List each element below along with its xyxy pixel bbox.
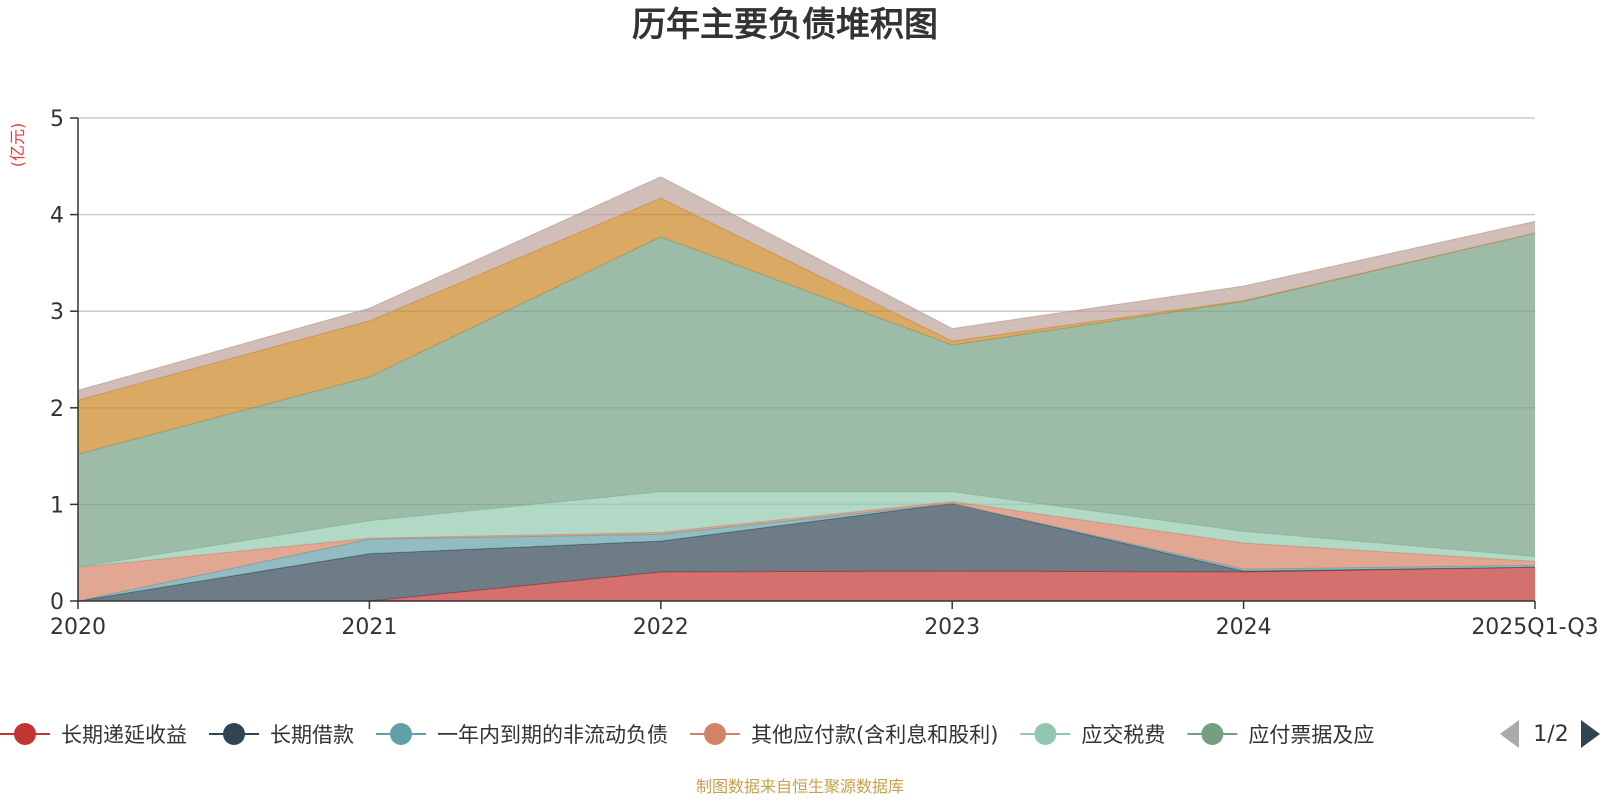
legend-item[interactable]: 其他应付款(含利息和股利) bbox=[690, 723, 998, 747]
y-tick-label: 2 bbox=[50, 397, 64, 422]
area-series bbox=[77, 176, 1536, 602]
data-source-note: 制图数据来自恒生聚源数据库 bbox=[696, 777, 904, 796]
legend-item[interactable]: 长期递延收益 bbox=[0, 723, 187, 747]
area-series-0 bbox=[78, 567, 1535, 601]
x-tick-label: 2023 bbox=[924, 615, 980, 640]
legend-marker-icon bbox=[704, 723, 726, 745]
legend-label: 长期递延收益 bbox=[61, 723, 187, 747]
x-tick-label: 2024 bbox=[1216, 615, 1272, 640]
y-axis-ticks: 0 1 2 3 4 5 bbox=[50, 107, 78, 615]
legend-label: 其他应付款(含利息和股利) bbox=[751, 723, 998, 747]
legend-item[interactable]: 一年内到期的非流动负债 bbox=[376, 723, 668, 747]
area-series-3 bbox=[78, 501, 1535, 601]
legend-next-page-icon[interactable] bbox=[1581, 720, 1600, 748]
y-tick-label: 3 bbox=[50, 300, 64, 325]
legend-label: 应交税费 bbox=[1081, 723, 1165, 747]
area-series-4 bbox=[78, 491, 1535, 568]
legend-marker-icon bbox=[14, 723, 36, 745]
legend-page-indicator: 1/2 bbox=[1533, 722, 1568, 747]
legend-prev-page-icon[interactable] bbox=[1500, 720, 1519, 748]
area-series-7 bbox=[78, 176, 1535, 401]
legend-label: 应付票据及应 bbox=[1248, 723, 1374, 747]
x-tick-label: 2025Q1-Q3 bbox=[1471, 615, 1598, 640]
legend-marker-icon bbox=[223, 723, 245, 745]
legend-item[interactable]: 应付票据及应 bbox=[1187, 723, 1374, 747]
area-series-5 bbox=[78, 233, 1535, 568]
legend-marker-icon bbox=[390, 723, 412, 745]
x-axis-ticks: 2020 2021 2022 2023 2024 2025Q1-Q3 bbox=[50, 601, 1599, 640]
y-tick-label: 0 bbox=[50, 590, 64, 615]
legend: 长期递延收益 长期借款 一年内到期的非流动负债 其他应付款(含利息和股利) 应交税费 应付… bbox=[0, 723, 1374, 747]
area-series-2 bbox=[78, 503, 1535, 601]
legend-label: 长期借款 bbox=[270, 723, 354, 747]
legend-item[interactable]: 长期借款 bbox=[209, 723, 354, 747]
legend-marker-icon bbox=[1034, 723, 1057, 745]
line-series-7 bbox=[77, 176, 1536, 391]
x-tick-label: 2020 bbox=[50, 615, 106, 640]
legend-marker-icon bbox=[1201, 723, 1224, 745]
axes bbox=[77, 118, 1535, 602]
x-tick-label: 2021 bbox=[341, 615, 397, 640]
legend-pager: 1/2 bbox=[1500, 720, 1600, 748]
y-tick-label: 5 bbox=[50, 107, 64, 132]
y-tick-label: 4 bbox=[50, 204, 64, 229]
area-series-1 bbox=[78, 503, 1535, 601]
area-series-6 bbox=[78, 198, 1535, 455]
legend-label: 一年内到期的非流动负债 bbox=[437, 723, 668, 747]
x-tick-label: 2022 bbox=[633, 615, 689, 640]
legend-item[interactable]: 应交税费 bbox=[1020, 723, 1165, 747]
y-tick-label: 1 bbox=[50, 493, 64, 518]
chart-title: 历年主要负债堆积图 bbox=[632, 5, 938, 45]
y-axis-unit: (亿元) bbox=[8, 123, 27, 168]
